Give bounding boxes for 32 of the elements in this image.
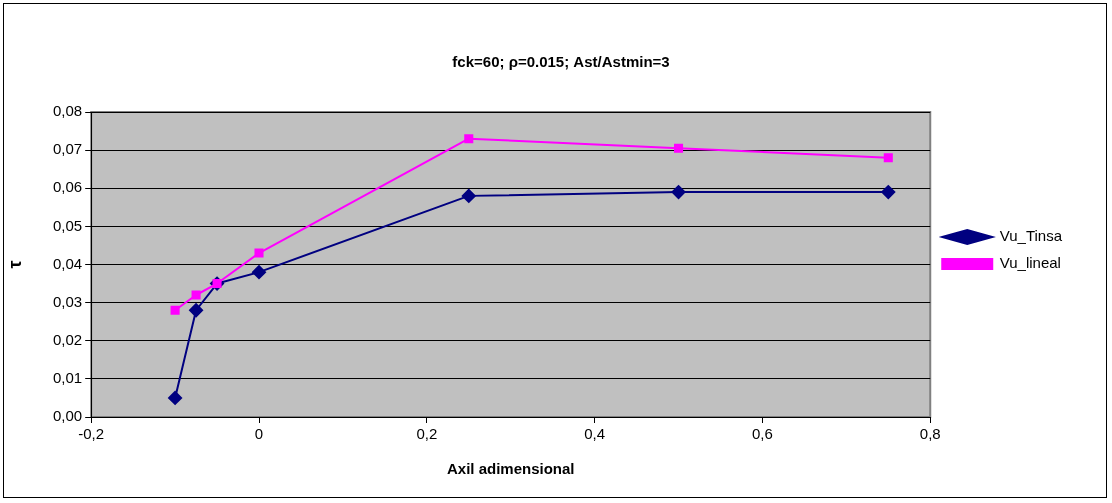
x-axis-title: Axil adimensional — [446, 460, 575, 478]
y-tick-label: 0,04 — [52, 254, 83, 272]
y-tick-label: 0,05 — [52, 216, 83, 234]
point — [189, 303, 204, 318]
point — [252, 265, 266, 280]
point — [461, 188, 476, 203]
y-tick-label: 0,00 — [52, 407, 83, 425]
y-tick-label: 0,07 — [52, 140, 83, 158]
legend-label: Vu_lineal — [999, 254, 1061, 272]
point — [170, 305, 180, 315]
y-tick-label: 0,08 — [52, 102, 83, 120]
point — [191, 290, 201, 300]
point — [673, 143, 684, 153]
y-tick-label: 0,03 — [52, 292, 83, 310]
x-tick-label: 0,4 — [584, 425, 606, 443]
x-tick-label: 0,6 — [752, 425, 773, 443]
y-tick-label: 0,01 — [52, 369, 83, 387]
x-tick-label: -0,2 — [78, 425, 105, 443]
point — [883, 153, 893, 163]
chart-title: fck=60; ρ=0.015; Ast/Astmin=3 — [452, 53, 670, 71]
y-axis-title: τ — [5, 260, 26, 269]
legend-label: Vu_Tinsa — [999, 227, 1063, 245]
point — [254, 248, 264, 258]
point — [168, 390, 183, 405]
y-tick-label: 0,02 — [52, 330, 83, 348]
y-tick-label: 0,06 — [52, 178, 83, 196]
point — [671, 185, 686, 200]
x-tick-label: 0 — [254, 425, 264, 443]
x-tick-label: 0,8 — [919, 425, 941, 443]
x-tick-label: 0,2 — [416, 425, 438, 443]
point — [464, 134, 474, 144]
point — [881, 185, 896, 200]
